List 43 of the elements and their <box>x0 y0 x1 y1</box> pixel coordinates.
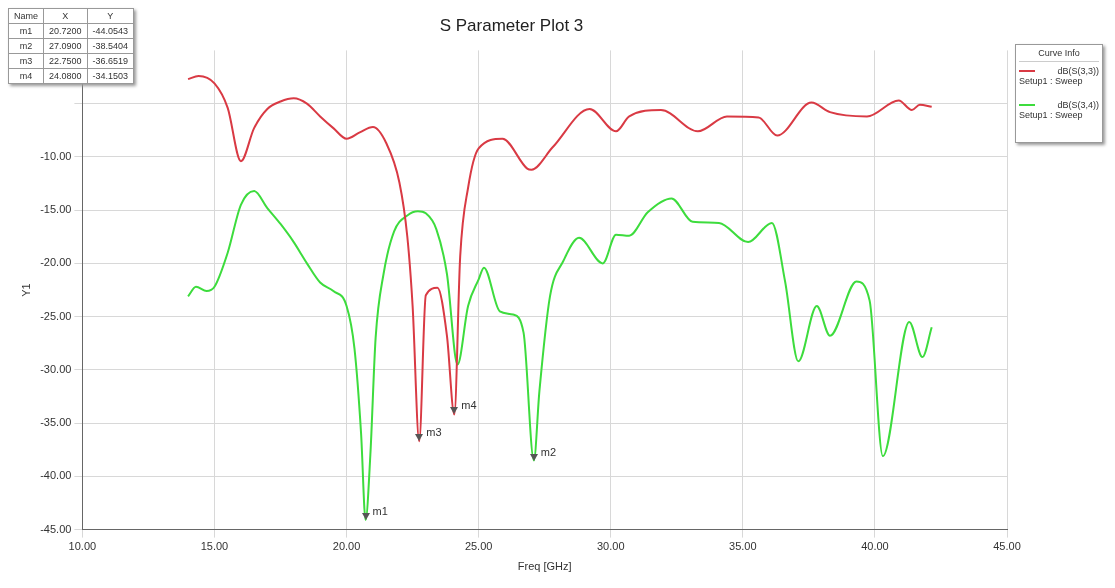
annotation: m2 <box>540 445 557 458</box>
y-tick-label: -20.00 <box>40 256 72 269</box>
line-series <box>187 74 933 443</box>
annotation: -36.6519 <box>87 53 134 69</box>
x-tick-label: 15.00 <box>200 540 229 553</box>
text: 27.0900 <box>43 38 88 54</box>
x-tick-label: 25.00 <box>464 540 493 553</box>
annotation: m1 <box>372 504 388 517</box>
text: dB(S(3,4)) Setup1 : Sweep <box>1019 100 1099 120</box>
text: m1 <box>8 23 44 39</box>
text: Name <box>8 8 44 24</box>
legend-title: Curve Info <box>1019 48 1099 62</box>
y-tick-label: -35.00 <box>40 416 72 429</box>
annotation: m3 <box>426 425 442 438</box>
y-tick-label: -10.00 <box>40 149 72 162</box>
annotation: -38.5404 <box>87 38 134 54</box>
text: 22.7500 <box>43 53 88 69</box>
x-tick-label: 45.00 <box>993 540 1021 553</box>
text: Y <box>87 8 134 24</box>
line-series <box>187 189 933 522</box>
y-axis-title: Y1 <box>19 283 32 297</box>
text: -44.0543 <box>87 23 134 39</box>
y-tick-label: -25.00 <box>40 309 72 322</box>
x-tick-label: 40.00 <box>861 540 889 553</box>
text: X <box>43 8 88 24</box>
chart-title: S Parameter Plot 3 <box>439 15 584 35</box>
annotation: m4 <box>461 399 477 412</box>
text: m3 <box>8 53 44 69</box>
y-tick-label: -45.00 <box>40 522 72 535</box>
x-axis-title: Freq [GHz] <box>517 560 572 573</box>
text: 24.0800 <box>43 68 88 84</box>
text: m2 <box>8 38 44 54</box>
text: 20.7200 <box>43 23 88 39</box>
annotation: -34.1503 <box>87 68 134 84</box>
x-tick-label: 10.00 <box>68 540 97 553</box>
x-tick-label: 35.00 <box>729 540 757 553</box>
text: dB(S(3,3)) Setup1 : Sweep <box>1019 66 1099 86</box>
y-tick-label: -30.00 <box>40 362 72 375</box>
y-tick-label: -15.00 <box>40 203 72 216</box>
x-tick-label: 30.00 <box>596 540 625 553</box>
y-tick-label: -40.00 <box>40 469 72 482</box>
text: m4 <box>8 68 44 84</box>
x-tick-label: 20.00 <box>332 540 361 553</box>
